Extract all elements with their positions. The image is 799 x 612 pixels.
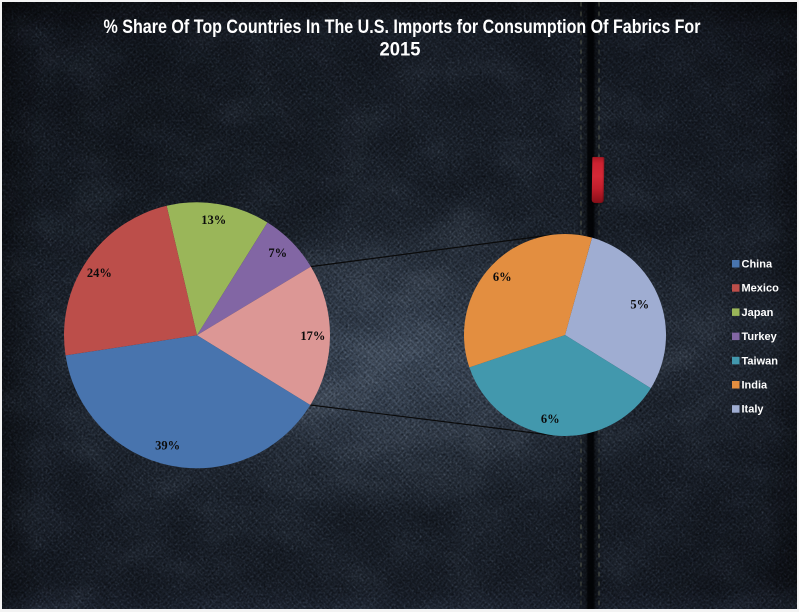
- svg-text:% Share Of Top Countries In Th: % Share Of Top Countries In The U.S. Imp…: [104, 16, 701, 38]
- svg-text:China: China: [742, 259, 773, 271]
- svg-text:Italy: Italy: [742, 404, 765, 416]
- svg-text:17%: 17%: [300, 329, 325, 343]
- svg-text:5%: 5%: [630, 298, 649, 312]
- svg-text:India: India: [742, 380, 769, 392]
- svg-text:6%: 6%: [493, 270, 512, 284]
- svg-text:Taiwan: Taiwan: [742, 355, 779, 367]
- svg-text:7%: 7%: [268, 246, 287, 260]
- svg-text:13%: 13%: [201, 213, 226, 227]
- svg-text:6%: 6%: [541, 412, 560, 426]
- svg-text:Mexico: Mexico: [742, 283, 780, 295]
- svg-text:2015: 2015: [380, 39, 421, 61]
- svg-text:24%: 24%: [87, 266, 112, 280]
- svg-text:39%: 39%: [155, 439, 180, 453]
- svg-text:Japan: Japan: [742, 307, 774, 319]
- svg-text:Turkey: Turkey: [742, 331, 778, 343]
